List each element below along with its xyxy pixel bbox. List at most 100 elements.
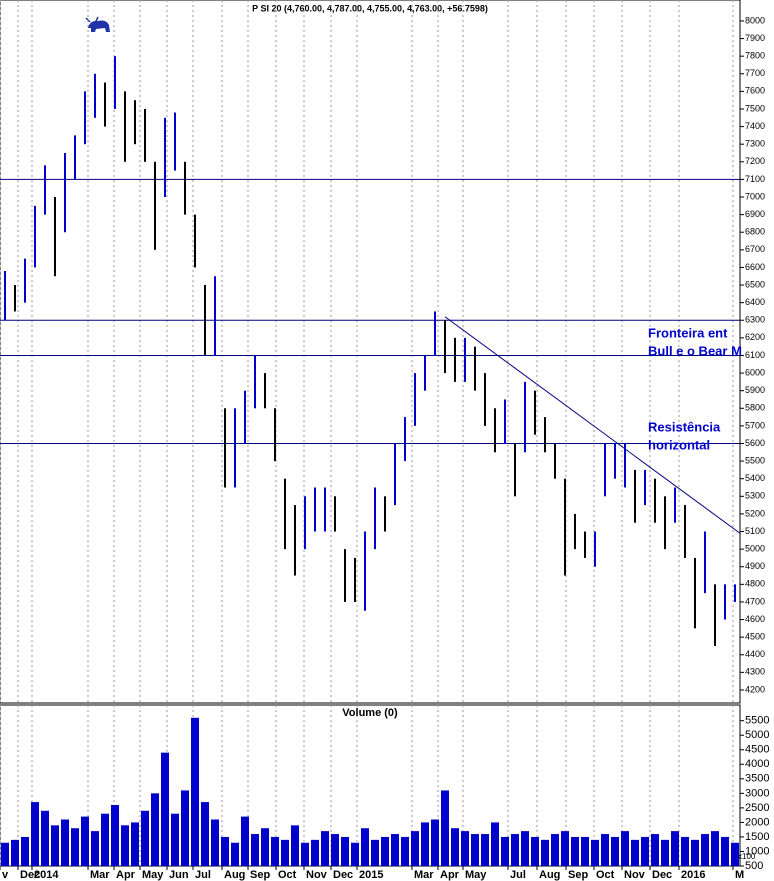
volume-bar: [161, 752, 169, 866]
volume-bar: [361, 828, 369, 866]
volume-bar: [701, 834, 709, 866]
x-tick-label: Dec: [333, 869, 353, 881]
y-tick-label: 6700: [745, 244, 765, 254]
volume-tick-label: 4000: [745, 758, 769, 770]
volume-bar: [241, 816, 249, 866]
y-tick-label: 4400: [745, 649, 765, 659]
y-tick-label: 6000: [745, 367, 765, 377]
y-tick-label: 4600: [745, 614, 765, 624]
volume-bar: [271, 836, 279, 866]
volume-bar: [341, 836, 349, 866]
volume-bar: [261, 828, 269, 866]
volume-tick-label: 1000: [745, 845, 769, 857]
y-tick-label: 6300: [745, 315, 765, 325]
volume-tick-label: 4500: [745, 744, 769, 756]
volume-bar: [151, 793, 159, 866]
volume-bar: [121, 825, 129, 866]
volume-bar: [601, 834, 609, 866]
volume-bar: [281, 839, 289, 866]
volume-bar: [431, 819, 439, 866]
volume-bar: [571, 836, 579, 866]
volume-bar: [731, 842, 739, 866]
volume-bar: [451, 828, 459, 866]
y-tick-label: 7100: [745, 174, 765, 184]
y-tick-label: 4800: [745, 579, 765, 589]
x-tick-label: Aug: [224, 869, 245, 881]
y-tick-label: 7800: [745, 51, 765, 61]
volume-bar: [51, 825, 59, 866]
x-tick-label: Jul: [195, 869, 211, 881]
y-tick-label: 7000: [745, 191, 765, 201]
volume-bar: [651, 834, 659, 866]
volume-bar: [191, 717, 199, 866]
y-tick-label: 6100: [745, 350, 765, 360]
y-tick-label: 5000: [745, 544, 765, 554]
volume-bar: [171, 813, 179, 866]
volume-bar: [111, 804, 119, 866]
volume-bar: [231, 842, 239, 866]
volume-bar: [201, 802, 209, 866]
y-tick-label: 5300: [745, 491, 765, 501]
volume-bar: [221, 836, 229, 866]
x-tick-label: Sep: [568, 869, 588, 881]
x-tick-label: Sep: [250, 869, 270, 881]
volume-bar: [581, 836, 589, 866]
y-tick-label: 4700: [745, 596, 765, 606]
bull-icon: [85, 16, 110, 32]
x-tick-label: Nov: [624, 869, 646, 881]
volume-bar: [541, 839, 549, 866]
volume-bar: [461, 831, 469, 866]
y-tick-label: 5500: [745, 455, 765, 465]
volume-unit: x100: [738, 852, 756, 861]
volume-bar: [481, 834, 489, 866]
volume-bar: [251, 834, 259, 866]
volume-bar: [31, 802, 39, 866]
volume-panel: [0, 704, 741, 867]
volume-bar: [531, 836, 539, 866]
volume-bar: [141, 810, 149, 866]
volume-bar: [621, 831, 629, 866]
x-tick-label: Nov: [306, 869, 328, 881]
volume-tick-label: 500: [745, 860, 763, 872]
y-tick-label: 6800: [745, 227, 765, 237]
annotation: Resistência: [648, 419, 721, 434]
y-tick-label: 7500: [745, 103, 765, 113]
y-tick-label: 6500: [745, 279, 765, 289]
y-tick-label: 5100: [745, 526, 765, 536]
volume-bar: [421, 822, 429, 866]
y-tick-label: 6400: [745, 297, 765, 307]
y-tick-label: 6900: [745, 209, 765, 219]
y-tick-label: 6200: [745, 332, 765, 342]
volume-bar: [591, 839, 599, 866]
volume-bar: [311, 839, 319, 866]
x-tick-label: 2014: [34, 869, 59, 881]
volume-bar: [631, 839, 639, 866]
x-tick-label: Apr: [440, 869, 460, 881]
x-tick-label: Aug: [539, 869, 560, 881]
volume-bar: [61, 819, 69, 866]
y-tick-label: 5700: [745, 420, 765, 430]
volume-bar: [671, 831, 679, 866]
annotation: horizontal: [648, 437, 710, 452]
y-tick-label: 7600: [745, 86, 765, 96]
volume-bar: [561, 831, 569, 866]
y-tick-label: 5800: [745, 403, 765, 413]
volume-bar: [661, 839, 669, 866]
x-tick-label: Mar: [90, 869, 110, 881]
volume-bar: [331, 834, 339, 866]
x-tick-label: Jun: [169, 869, 189, 881]
annotation: Bull e o Bear M: [648, 343, 742, 358]
volume-bar: [721, 836, 729, 866]
volume-title: Volume (0): [342, 707, 398, 719]
volume-bar: [681, 836, 689, 866]
x-tick-label: May: [465, 869, 487, 881]
y-tick-label: 5200: [745, 508, 765, 518]
x-tick-label: Oct: [278, 869, 297, 881]
volume-tick-label: 1500: [745, 831, 769, 843]
volume-bar: [511, 834, 519, 866]
volume-bar: [181, 790, 189, 866]
volume-bar: [371, 839, 379, 866]
x-tick-label: May: [142, 869, 164, 881]
volume-tick-label: 3500: [745, 773, 769, 785]
volume-bar: [71, 828, 79, 866]
